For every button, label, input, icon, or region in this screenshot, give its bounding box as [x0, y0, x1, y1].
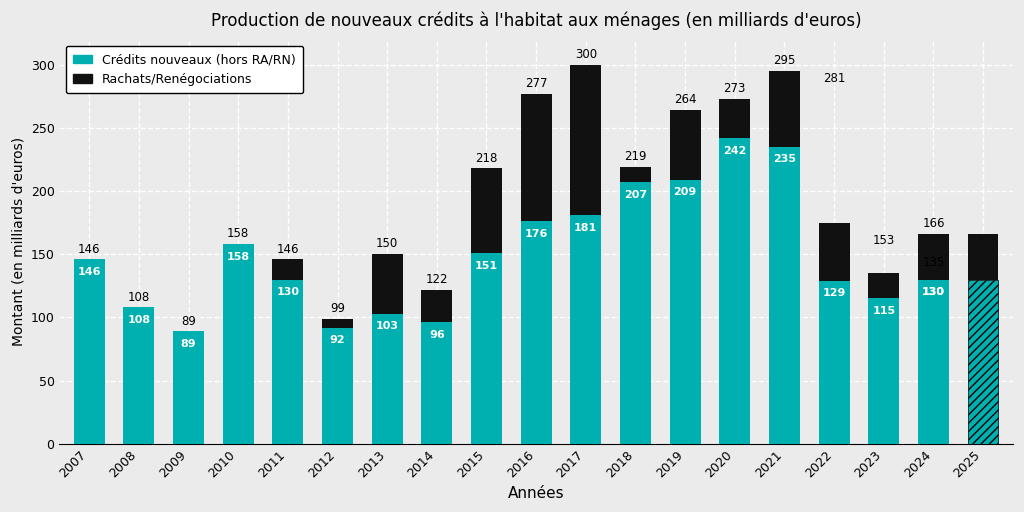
- Text: 181: 181: [574, 223, 597, 232]
- Text: 130: 130: [922, 287, 945, 297]
- Bar: [471, 253, 502, 444]
- Bar: [868, 298, 899, 444]
- Text: 130: 130: [276, 287, 299, 297]
- Text: 129: 129: [822, 288, 846, 298]
- Text: 153: 153: [872, 233, 895, 247]
- Bar: [570, 65, 601, 215]
- Title: Production de nouveaux crédits à l'habitat aux ménages (en milliards d'euros): Production de nouveaux crédits à l'habit…: [211, 11, 861, 30]
- Bar: [919, 234, 949, 280]
- Bar: [720, 138, 751, 444]
- X-axis label: Années: Années: [508, 486, 564, 501]
- Text: 103: 103: [376, 321, 398, 331]
- Bar: [422, 290, 453, 323]
- Bar: [74, 259, 104, 444]
- Text: 89: 89: [180, 339, 197, 349]
- Bar: [670, 180, 700, 444]
- Bar: [323, 328, 353, 444]
- Text: 146: 146: [78, 267, 101, 277]
- Text: 277: 277: [525, 77, 548, 90]
- Bar: [173, 331, 204, 444]
- Bar: [868, 273, 899, 298]
- Text: 242: 242: [723, 145, 746, 156]
- Bar: [272, 259, 303, 280]
- Bar: [372, 254, 402, 314]
- Bar: [621, 167, 651, 182]
- Bar: [422, 323, 453, 444]
- Text: 108: 108: [127, 315, 151, 325]
- Text: 273: 273: [724, 82, 745, 95]
- Bar: [570, 215, 601, 444]
- Bar: [919, 280, 949, 444]
- Text: 264: 264: [674, 94, 696, 106]
- Text: 281: 281: [823, 72, 845, 85]
- Text: 176: 176: [524, 229, 548, 239]
- Text: 295: 295: [773, 54, 796, 67]
- Text: 146: 146: [276, 243, 299, 255]
- Text: 158: 158: [227, 227, 249, 240]
- Bar: [819, 223, 850, 281]
- Bar: [124, 307, 155, 444]
- Bar: [323, 318, 353, 328]
- Text: 99: 99: [330, 302, 345, 315]
- Text: 218: 218: [475, 152, 498, 164]
- Bar: [272, 280, 303, 444]
- Text: 115: 115: [872, 306, 895, 316]
- Text: 219: 219: [625, 151, 647, 163]
- Text: 166: 166: [923, 217, 945, 230]
- Bar: [819, 281, 850, 444]
- Y-axis label: Montant (en milliards d'euros): Montant (en milliards d'euros): [11, 137, 26, 346]
- Text: 151: 151: [475, 261, 498, 270]
- Text: 122: 122: [426, 273, 449, 286]
- Bar: [521, 221, 552, 444]
- Bar: [471, 168, 502, 253]
- Bar: [372, 314, 402, 444]
- Bar: [720, 99, 751, 138]
- Bar: [621, 182, 651, 444]
- Legend: Crédits nouveaux (hors RA/RN), Rachats/Renégociations: Crédits nouveaux (hors RA/RN), Rachats/R…: [66, 46, 303, 93]
- Bar: [769, 71, 800, 147]
- Text: 92: 92: [330, 335, 345, 345]
- Text: 108: 108: [128, 290, 150, 304]
- Bar: [521, 94, 552, 221]
- Text: 135: 135: [923, 257, 944, 269]
- Text: 158: 158: [226, 252, 250, 262]
- Text: 150: 150: [376, 238, 398, 250]
- Bar: [968, 234, 998, 280]
- Bar: [968, 280, 998, 444]
- Text: 209: 209: [674, 187, 696, 197]
- Text: 96: 96: [429, 330, 444, 340]
- Text: 300: 300: [574, 48, 597, 61]
- Text: 146: 146: [78, 243, 100, 255]
- Text: 207: 207: [624, 190, 647, 200]
- Bar: [223, 244, 254, 444]
- Text: 130: 130: [922, 287, 945, 297]
- Text: 89: 89: [181, 314, 196, 328]
- Text: 235: 235: [773, 155, 796, 164]
- Bar: [670, 110, 700, 180]
- Bar: [769, 147, 800, 444]
